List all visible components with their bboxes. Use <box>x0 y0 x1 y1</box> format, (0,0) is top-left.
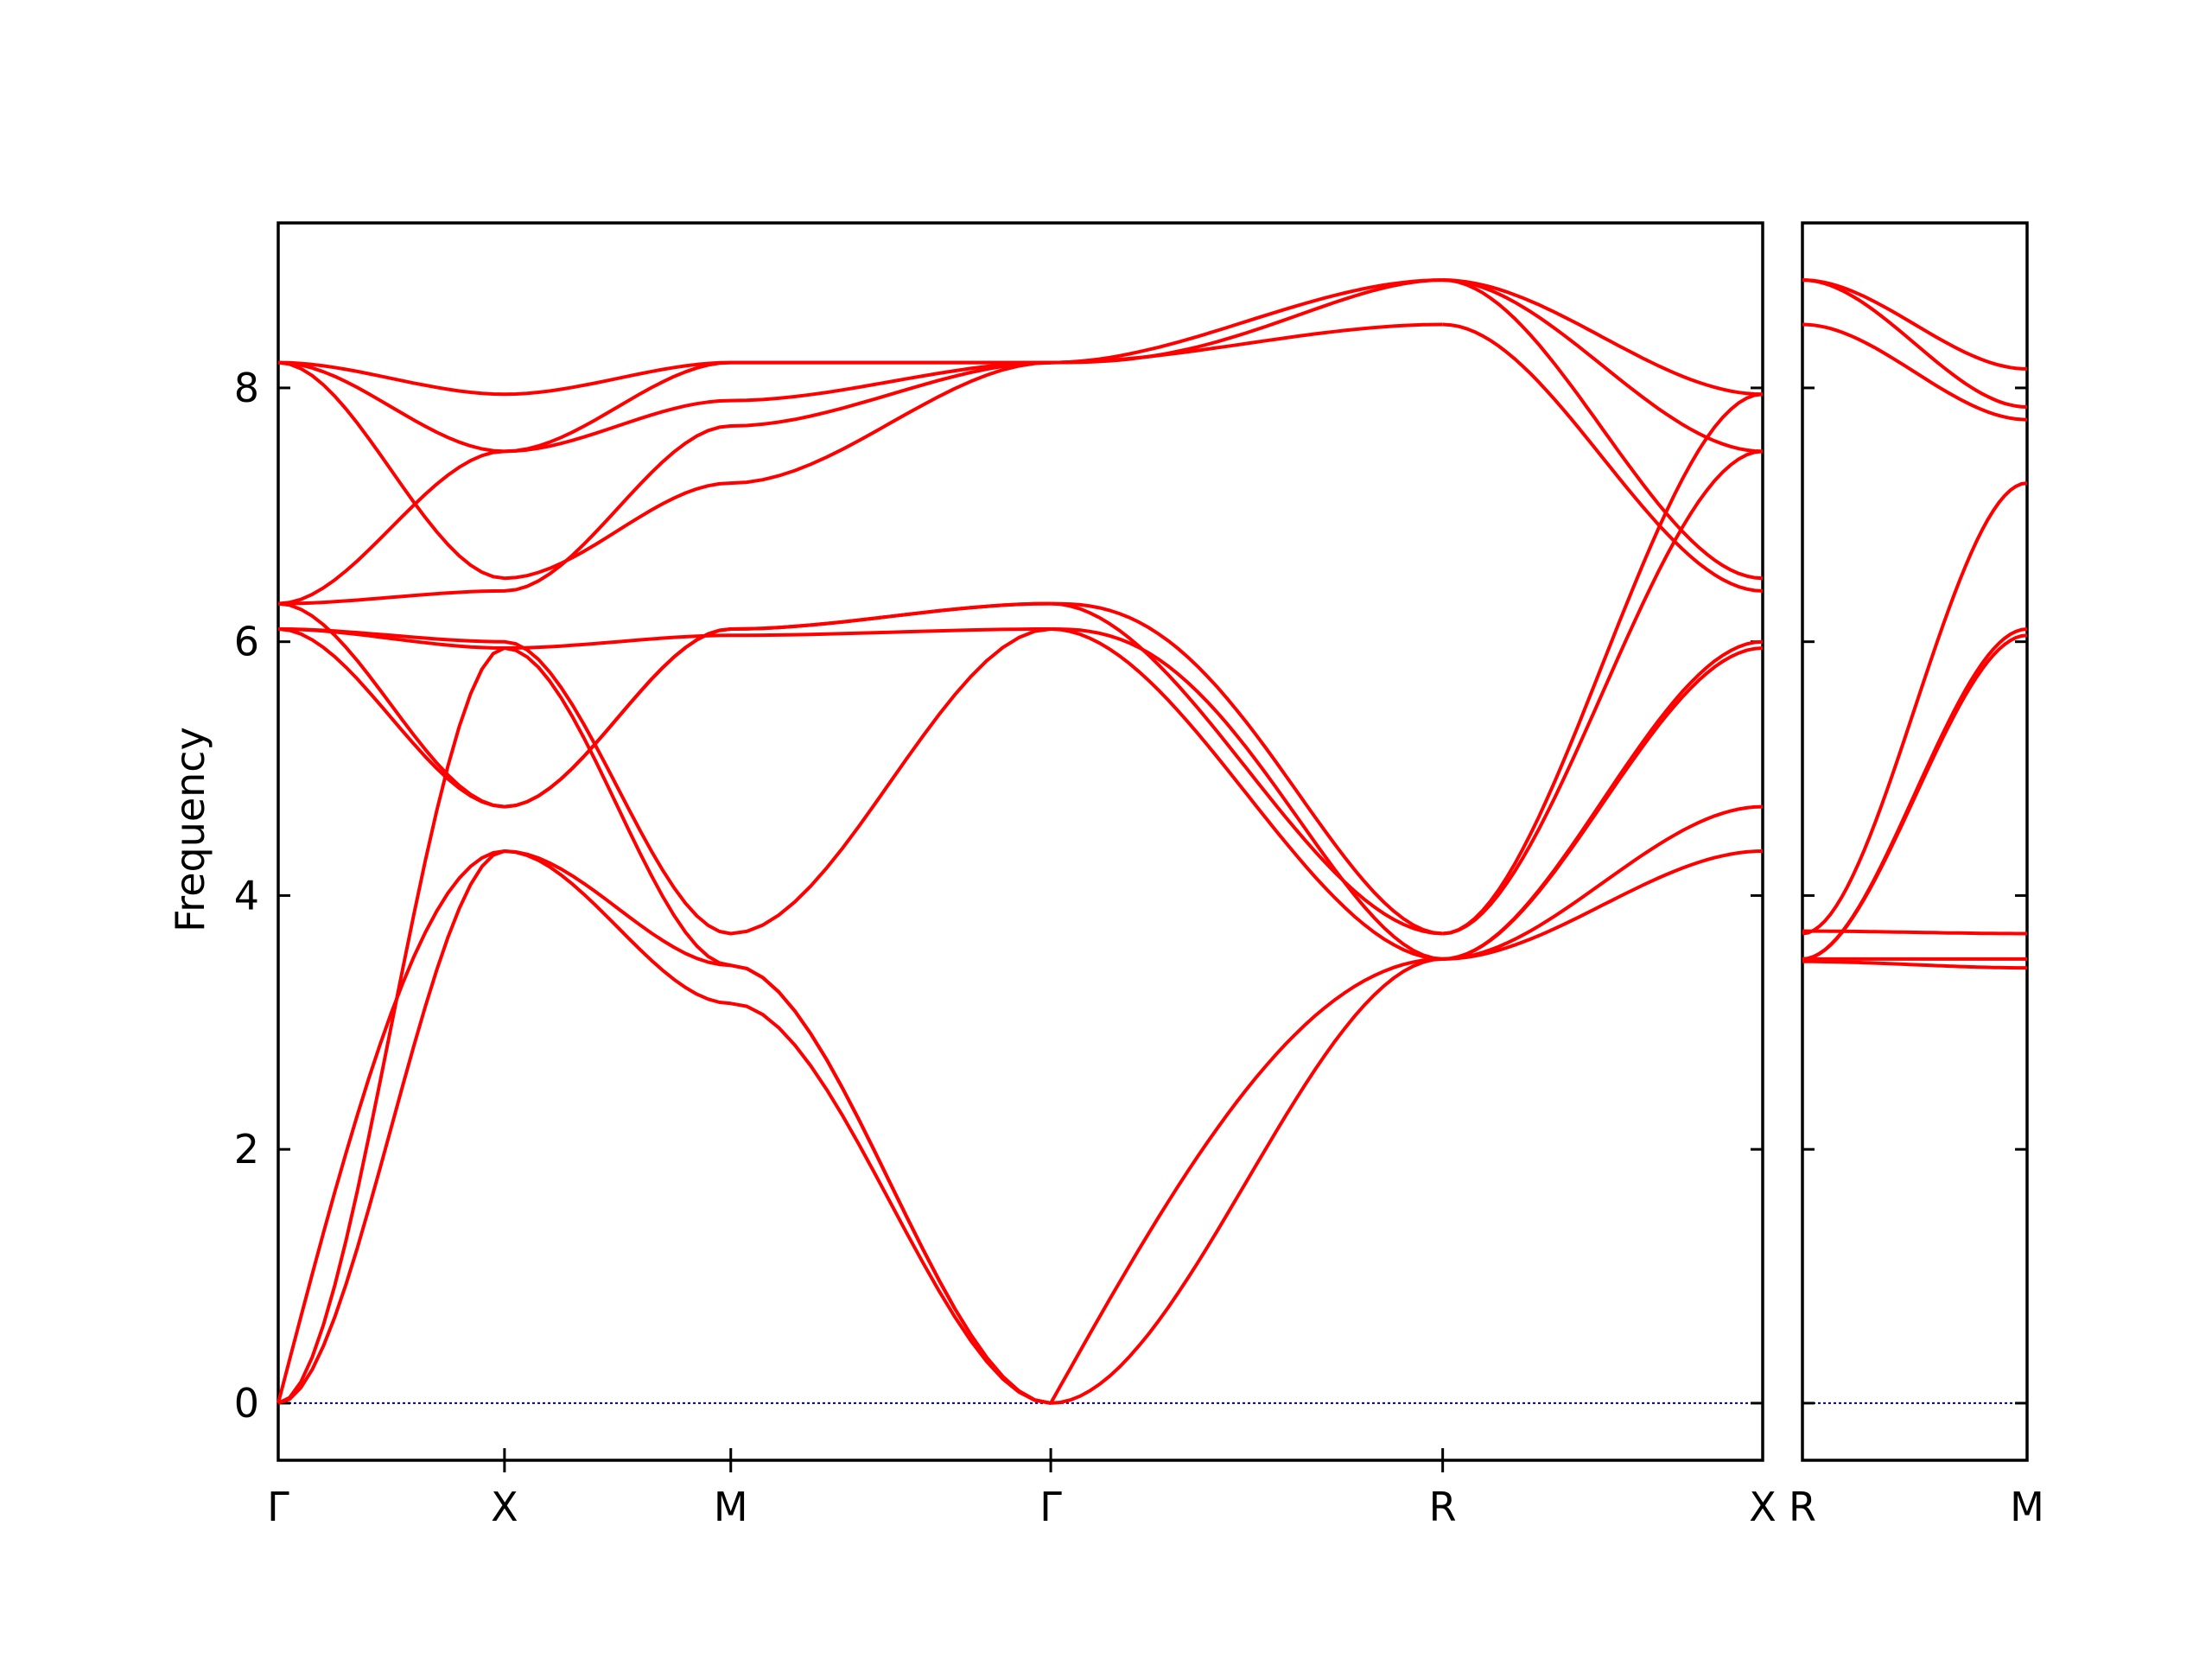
band-line <box>1442 278 1764 397</box>
ytick-label: 8 <box>234 365 259 411</box>
panel-main: 0 2 4 6 8 Γ X M Γ R X <box>234 221 1777 1530</box>
ytick-label: 4 <box>234 872 259 918</box>
band-line <box>1442 849 1764 961</box>
rm-frame <box>1801 221 2029 1462</box>
xtick-label: M <box>714 1484 748 1530</box>
xtick-label: Γ <box>1039 1484 1062 1530</box>
band-line <box>277 360 1052 397</box>
band-line <box>277 627 1052 936</box>
band-line <box>1442 449 1764 936</box>
band-line <box>277 360 1052 606</box>
xtick-label: M <box>2010 1484 2044 1530</box>
band-line <box>1442 278 1764 581</box>
ytick-label: 6 <box>234 619 259 665</box>
band-line <box>1051 278 1443 365</box>
band-line <box>1050 957 1443 1405</box>
xtick-label: X <box>491 1484 518 1530</box>
xtick-label: R <box>1429 1484 1457 1530</box>
xtick-label: R <box>1789 1484 1816 1530</box>
xtick-label: Γ <box>267 1484 289 1530</box>
y-axis-label: Frequency <box>167 727 213 932</box>
band-line <box>1802 959 2027 970</box>
band-line <box>1051 601 1443 936</box>
band-line <box>277 646 1052 1405</box>
band-line <box>1802 278 2028 409</box>
ytick-label: 0 <box>234 1380 259 1427</box>
band-line <box>277 601 1052 809</box>
band-line <box>1442 392 1764 936</box>
band-line <box>1802 481 2028 936</box>
band-line <box>1802 322 2028 422</box>
band-line <box>277 360 1052 606</box>
band-line <box>277 360 1052 454</box>
band-line <box>1050 627 1443 961</box>
main-frame <box>276 221 1764 1462</box>
band-line <box>277 360 1052 581</box>
band-line <box>1050 601 1443 936</box>
band-line <box>1442 322 1764 593</box>
band-line <box>1802 929 2027 936</box>
ytick-label: 2 <box>234 1126 259 1173</box>
band-line <box>1049 957 1443 1404</box>
band-line <box>276 849 1052 1405</box>
band-line <box>1442 646 1764 961</box>
band-line <box>1051 278 1443 365</box>
band-line <box>277 627 1052 650</box>
band-line <box>1442 804 1764 961</box>
xtick-label: X <box>1749 1484 1777 1530</box>
band-line <box>1802 278 2028 371</box>
band-line <box>1051 627 1443 961</box>
band-line <box>1802 627 2028 961</box>
band-line <box>1442 278 1764 454</box>
band-line <box>277 849 1052 1405</box>
